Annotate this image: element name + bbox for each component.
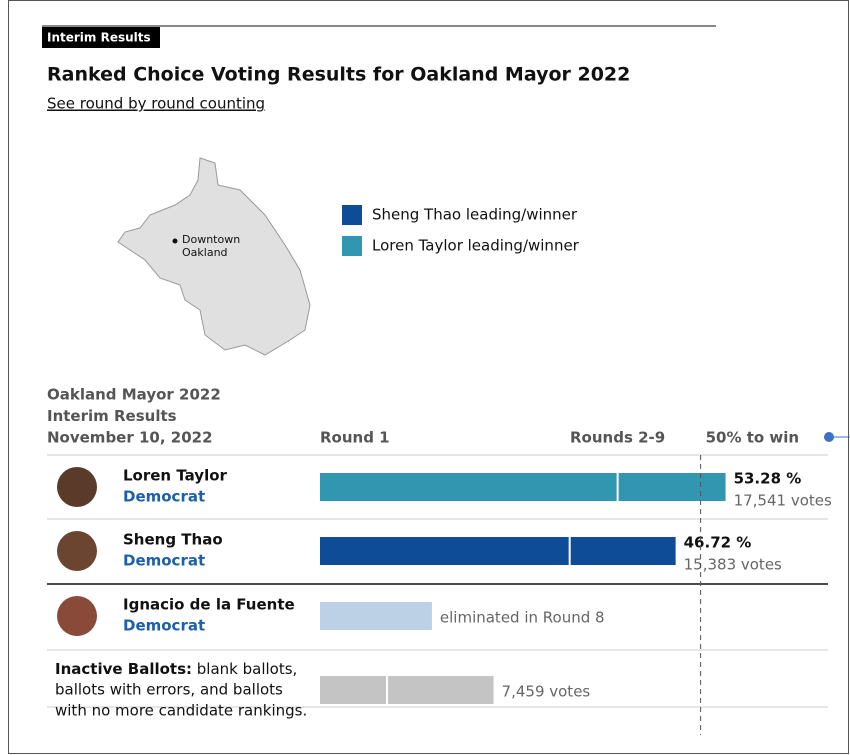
candidate-name: Loren Taylor	[123, 467, 228, 485]
inactive-desc: ballots with errors, and ballots	[55, 681, 283, 699]
bar-segment	[387, 676, 494, 704]
note-label: eliminated in Round 8	[440, 609, 605, 627]
percent-label: 46.72 %	[684, 534, 752, 552]
inactive-title: Inactive Ballots:	[55, 660, 192, 678]
inactive-text: Inactive Ballots: blank ballots,	[55, 660, 297, 678]
table-heading: Interim Results	[47, 407, 177, 425]
note-label: 7,459 votes	[502, 683, 591, 701]
map-label: Oakland	[182, 246, 228, 259]
candidate-party: Democrat	[123, 617, 205, 635]
bar-segment	[618, 473, 726, 501]
bar-segment	[320, 676, 386, 704]
candidate-party: Democrat	[123, 488, 205, 506]
frame	[8, 0, 849, 754]
candidate-photo	[57, 596, 97, 636]
legend-label: Loren Taylor leading/winner	[372, 237, 580, 255]
vote-label: 17,541 votes	[734, 492, 832, 510]
bar-segment	[570, 537, 676, 565]
inactive-desc: with no more candidate rankings.	[55, 702, 307, 720]
map-dot	[172, 238, 178, 244]
bar-segment	[320, 473, 617, 501]
map	[117, 157, 311, 356]
badge: Interim Results	[47, 31, 151, 45]
candidate-name: Ignacio de la Fuente	[123, 596, 295, 614]
legend-label: Sheng Thao leading/winner	[372, 206, 578, 224]
link[interactable]: See round by round counting	[47, 95, 265, 113]
table-heading: Oakland Mayor 2022	[47, 386, 221, 404]
bar-segment	[320, 602, 432, 630]
inactive-desc: blank ballots,	[192, 660, 297, 678]
candidate-name: Sheng Thao	[123, 531, 223, 549]
title: Ranked Choice Voting Results for Oakland…	[47, 64, 630, 86]
badge-bg	[42, 27, 160, 48]
percent-label: 53.28 %	[734, 470, 802, 488]
legend-swatch	[342, 205, 362, 225]
bar-segment	[320, 537, 569, 565]
candidate-photo	[57, 531, 97, 571]
threshold-label: 50% to win	[706, 429, 800, 447]
column-label: Round 1	[320, 429, 390, 447]
candidate-photo	[57, 467, 97, 507]
legend-swatch	[342, 236, 362, 256]
vote-label: 15,383 votes	[684, 556, 782, 574]
map-label: Downtown	[182, 233, 240, 246]
column-label: Rounds 2-9	[570, 429, 665, 447]
candidate-party: Democrat	[123, 552, 205, 570]
table-heading: November 10, 2022	[47, 429, 213, 447]
